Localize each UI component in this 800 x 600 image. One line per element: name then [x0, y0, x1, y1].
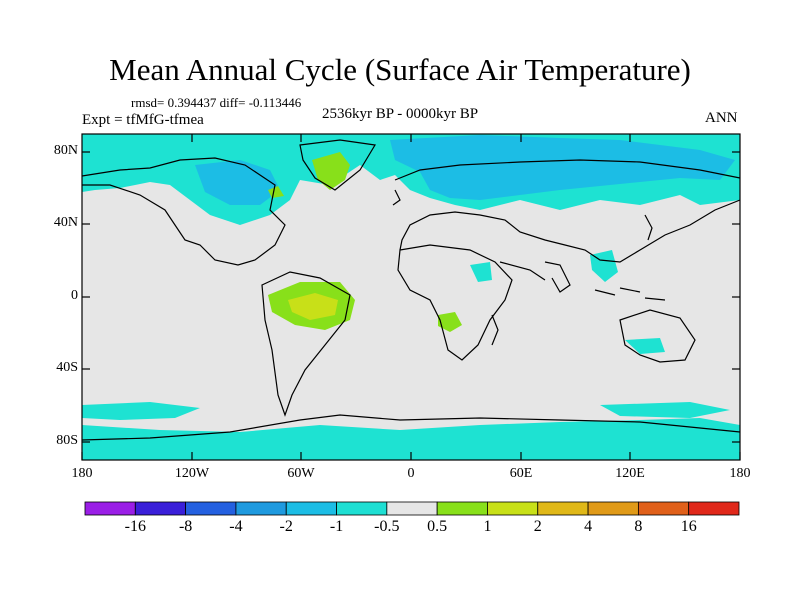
period-label: 2536kyr BP - 0000kyr BP: [322, 106, 479, 122]
greenland-green-patch: [312, 152, 350, 190]
x-tick-180e: 180: [729, 466, 751, 481]
colorbar-label: 1: [483, 518, 492, 535]
coast-arabia-india: [499, 261, 571, 293]
x-tick-0: 0: [407, 466, 415, 481]
y-tick-80s: 80S: [56, 433, 78, 448]
africa-green-patch: [438, 312, 462, 332]
colorbar-label: 16: [680, 518, 697, 535]
colorbar-swatch: [235, 501, 287, 516]
colorbar-swatch: [537, 501, 589, 516]
colorbar-label: 2: [533, 518, 542, 535]
stats-label: rmsd= 0.394437 diff= -0.113446: [131, 95, 302, 110]
colorbar-label: 8: [634, 518, 643, 535]
coast-south-america: [261, 271, 351, 417]
y-tick-80n: 80N: [53, 143, 78, 158]
colorbar-swatch: [587, 501, 639, 516]
colorbar-label: -16: [124, 518, 146, 535]
coastlines: [81, 139, 741, 441]
coast-australia: [619, 309, 696, 363]
australia-cyan-patch: [625, 338, 665, 354]
colorbar-label: 0.5: [427, 518, 448, 535]
coast-indonesia: [594, 287, 666, 301]
colorbar-label: -4: [229, 518, 243, 535]
experiment-label: Expt = tfMfG-tfmea: [82, 112, 204, 128]
map-title: Mean Annual Cycle (Surface Air Temperatu…: [109, 52, 691, 87]
coast-japan: [644, 214, 653, 241]
x-tick-60e: 60E: [509, 466, 533, 481]
north-america-blue-patch: [195, 160, 280, 205]
coast-madagascar: [491, 314, 499, 346]
colorbar-swatch: [84, 501, 136, 516]
coast-uk: [392, 189, 401, 206]
coast-north-america: [81, 157, 286, 266]
y-tick-0: 0: [71, 288, 78, 303]
colorbar: [84, 501, 740, 516]
sahel-cyan-patch: [470, 262, 492, 282]
colorbar-swatch: [185, 501, 237, 516]
colorbar-label: -1: [329, 518, 344, 535]
x-tick-180w: 180: [71, 466, 93, 481]
colorbar-swatch: [285, 501, 337, 516]
south-indian-patch: [600, 402, 730, 418]
coast-antarctica: [81, 414, 741, 441]
siberia-blue-patch: [390, 135, 735, 200]
south-pacific-patch: [82, 402, 200, 420]
colorbar-swatch: [436, 501, 488, 516]
anomaly-patches: [82, 134, 740, 460]
colorbar-swatch: [487, 501, 539, 516]
x-tick-120w: 120W: [174, 466, 210, 481]
canada-green-spot: [268, 186, 284, 198]
season-label: ANN: [705, 110, 738, 126]
x-tick-60w: 60W: [287, 466, 315, 481]
colorbar-swatch: [637, 501, 690, 516]
x-tick-120e: 120E: [615, 466, 645, 481]
axis-ticks: [81, 134, 741, 460]
colorbar-label: -8: [178, 518, 193, 535]
colorbar-swatch: [134, 501, 187, 516]
colorbar-label: 4: [584, 518, 593, 535]
colorbar-label: -0.5: [374, 518, 400, 535]
y-tick-40n: 40N: [53, 215, 78, 230]
coast-greenland: [299, 139, 376, 191]
coast-eurasia: [394, 159, 741, 263]
amazon-yellow-patch: [288, 293, 338, 320]
southern-ocean-band: [82, 418, 740, 460]
colorbar-swatch: [386, 501, 438, 516]
colorbar-swatch: [688, 501, 740, 516]
colorbar-swatch: [336, 501, 388, 516]
colorbar-label: -2: [279, 518, 293, 535]
coast-africa: [397, 244, 513, 361]
y-tick-40s: 40S: [56, 360, 78, 375]
